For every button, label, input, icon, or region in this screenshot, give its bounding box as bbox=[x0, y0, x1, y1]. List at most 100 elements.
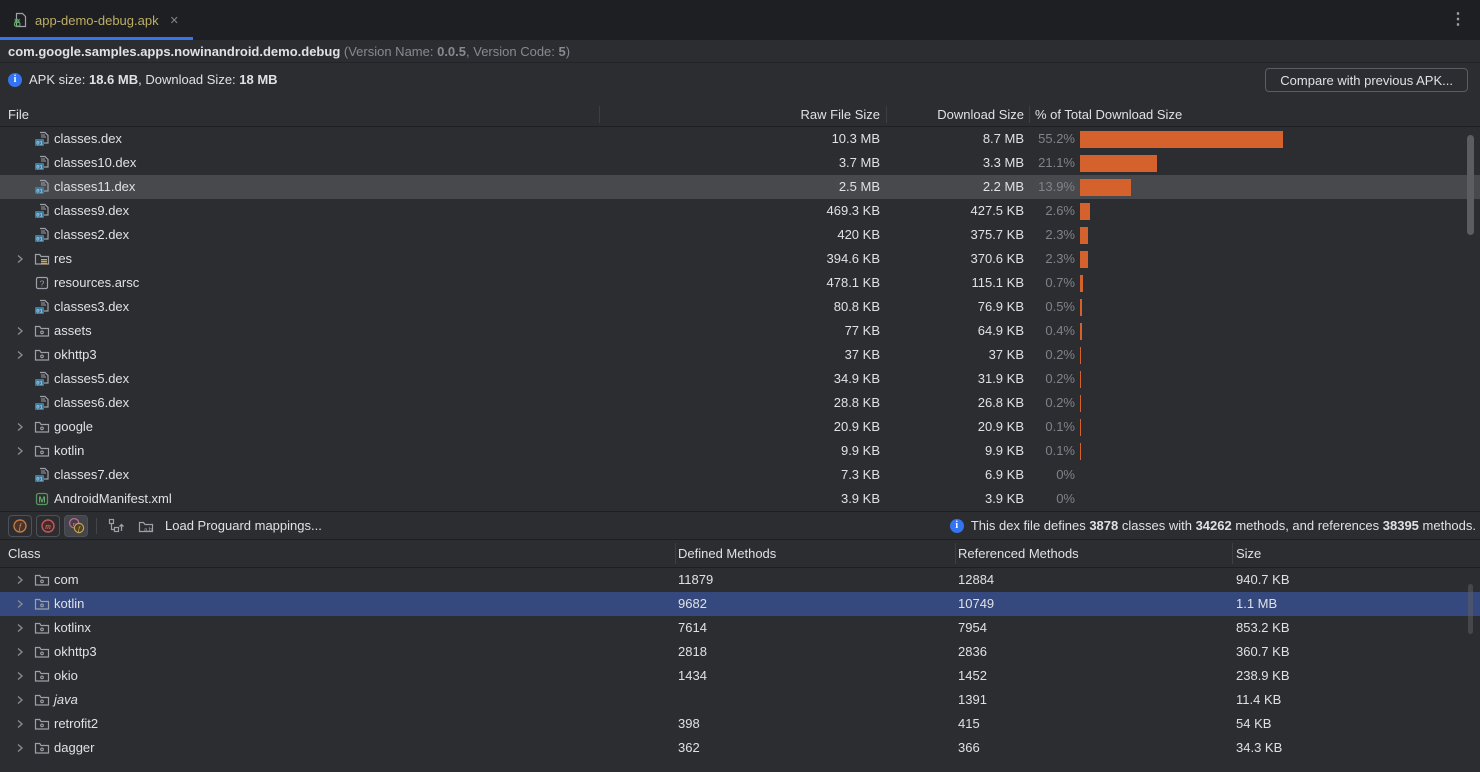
raw-file-size: 469.3 KB bbox=[826, 203, 881, 218]
show-references-filter-button[interactable]: r f bbox=[64, 514, 88, 537]
dex-info-text-part: methods, and references bbox=[1231, 518, 1383, 533]
show-methods-filter-button[interactable]: m bbox=[36, 514, 60, 537]
class-row[interactable]: kotlinx 7614 7954 853.2 KB bbox=[0, 616, 1480, 640]
chevron-right-icon[interactable] bbox=[12, 620, 28, 636]
file-row[interactable]: okhttp3 37 KB 37 KB 0.2% bbox=[0, 343, 1480, 367]
package-size: 940.7 KB bbox=[1236, 572, 1290, 587]
load-proguard-mappings-label[interactable]: Load Proguard mappings... bbox=[165, 518, 322, 533]
column-header-class[interactable]: Class bbox=[8, 546, 41, 561]
file-row[interactable]: 01 classes11.dex 2.5 MB 2.2 MB 13.9% bbox=[0, 175, 1480, 199]
package-folder-icon bbox=[34, 692, 50, 708]
download-pct: 0.7% bbox=[1045, 275, 1075, 290]
expand-tree-icon[interactable] bbox=[105, 515, 127, 537]
column-header-referenced-methods[interactable]: Referenced Methods bbox=[958, 546, 1079, 561]
file-row[interactable]: 01 classes10.dex 3.7 MB 3.3 MB 21.1% bbox=[0, 151, 1480, 175]
show-fields-filter-button[interactable]: f bbox=[8, 514, 32, 537]
file-table-body: 01 classes.dex 10.3 MB 8.7 MB 55.2% 01 classes… bbox=[0, 127, 1480, 511]
dex-icon: 01 bbox=[34, 155, 50, 171]
apk-size-label: APK size: bbox=[29, 72, 89, 87]
folder-icon bbox=[34, 443, 50, 459]
file-name: resources.arsc bbox=[54, 275, 140, 290]
column-header-size[interactable]: Size bbox=[1236, 546, 1262, 561]
class-row[interactable]: dagger 362 366 34.3 KB bbox=[0, 736, 1480, 760]
file-row[interactable]: 01 classes2.dex 420 KB 375.7 KB 2.3% bbox=[0, 223, 1480, 247]
chevron-right-icon[interactable] bbox=[12, 596, 28, 612]
download-size: 115.1 KB bbox=[971, 275, 1024, 290]
package-folder-icon bbox=[34, 644, 50, 660]
class-name-cell: okhttp3 bbox=[0, 640, 97, 664]
file-row[interactable]: google 20.9 KB 20.9 KB 0.1% bbox=[0, 415, 1480, 439]
package-folder-icon bbox=[34, 620, 50, 636]
column-divider bbox=[955, 543, 956, 564]
class-row[interactable]: okhttp3 2818 2836 360.7 KB bbox=[0, 640, 1480, 664]
chevron-right-icon[interactable] bbox=[12, 572, 28, 588]
file-row[interactable]: M AndroidManifest.xml 3.9 KB 3.9 KB 0% bbox=[0, 487, 1480, 511]
class-row[interactable]: okio 1434 1452 238.9 KB bbox=[0, 664, 1480, 688]
file-row[interactable]: kotlin 9.9 KB 9.9 KB 0.1% bbox=[0, 439, 1480, 463]
file-row[interactable]: res 394.6 KB 370.6 KB 2.3% bbox=[0, 247, 1480, 271]
class-row[interactable]: retrofit2 398 415 54 KB bbox=[0, 712, 1480, 736]
file-table-scrollbar-thumb[interactable] bbox=[1467, 135, 1474, 235]
column-header-raw-file-size[interactable]: Raw File Size bbox=[800, 107, 880, 122]
chevron-right-icon[interactable] bbox=[12, 251, 28, 267]
package-size: 238.9 KB bbox=[1236, 668, 1290, 683]
file-row[interactable]: 01 classes.dex 10.3 MB 8.7 MB 55.2% bbox=[0, 127, 1480, 151]
file-name-cell: 01 classes3.dex bbox=[0, 295, 129, 319]
svg-text:01: 01 bbox=[36, 211, 43, 218]
class-row[interactable]: com 11879 12884 940.7 KB bbox=[0, 568, 1480, 592]
class-row[interactable]: kotlin 9682 10749 1.1 MB bbox=[0, 592, 1480, 616]
chevron-right-icon[interactable] bbox=[12, 419, 28, 435]
download-pct-bar bbox=[1080, 371, 1081, 388]
download-pct: 2.3% bbox=[1045, 251, 1075, 266]
chevron-right-icon[interactable] bbox=[12, 668, 28, 684]
column-header-pct-of-total[interactable]: % of Total Download Size bbox=[1035, 107, 1183, 122]
class-row[interactable]: java 1391 11.4 KB bbox=[0, 688, 1480, 712]
compare-with-previous-apk-button[interactable]: Compare with previous APK... bbox=[1265, 68, 1468, 92]
info-icon: i bbox=[8, 72, 22, 87]
dex-info-number: 38395 bbox=[1382, 518, 1419, 533]
proguard-mappings-folder-icon[interactable]: a.b bbox=[135, 515, 157, 537]
raw-file-size: 77 KB bbox=[844, 323, 880, 338]
file-row[interactable]: 01 classes3.dex 80.8 KB 76.9 KB 0.5% bbox=[0, 295, 1480, 319]
download-size: 26.8 KB bbox=[977, 395, 1024, 410]
chevron-right-icon[interactable] bbox=[12, 692, 28, 708]
svg-text:01: 01 bbox=[36, 187, 43, 194]
chevron-right-icon[interactable] bbox=[12, 443, 28, 459]
class-name-cell: com bbox=[0, 568, 79, 592]
chevron-right-icon[interactable] bbox=[12, 716, 28, 732]
package-folder-icon bbox=[34, 596, 50, 612]
file-name-cell: 01 classes9.dex bbox=[0, 199, 129, 223]
file-row[interactable]: assets 77 KB 64.9 KB 0.4% bbox=[0, 319, 1480, 343]
tab-close-icon[interactable]: ✕ bbox=[169, 14, 179, 27]
column-divider bbox=[1029, 106, 1030, 123]
manifest-icon: M bbox=[34, 491, 50, 507]
file-row[interactable]: 01 classes6.dex 28.8 KB 26.8 KB 0.2% bbox=[0, 391, 1480, 415]
file-row[interactable]: ? resources.arsc 478.1 KB 115.1 KB 0.7% bbox=[0, 271, 1480, 295]
chevron-right-icon[interactable] bbox=[12, 347, 28, 363]
package-size: 360.7 KB bbox=[1236, 644, 1290, 659]
file-row[interactable]: 01 classes7.dex 7.3 KB 6.9 KB 0% bbox=[0, 463, 1480, 487]
column-header-download-size[interactable]: Download Size bbox=[937, 107, 1024, 122]
file-row[interactable]: 01 classes9.dex 469.3 KB 427.5 KB 2.6% bbox=[0, 199, 1480, 223]
dex-icon: 01 bbox=[34, 371, 50, 387]
class-table-scrollbar-thumb[interactable] bbox=[1468, 584, 1473, 634]
kebab-menu-icon[interactable]: ⋮ bbox=[1450, 11, 1466, 28]
defined-methods: 362 bbox=[678, 740, 700, 755]
file-row[interactable]: 01 classes5.dex 34.9 KB 31.9 KB 0.2% bbox=[0, 367, 1480, 391]
column-header-file[interactable]: File bbox=[8, 107, 29, 122]
chevron-right-icon[interactable] bbox=[12, 644, 28, 660]
download-size: 8.7 MB bbox=[982, 131, 1024, 146]
tab-apk-editor[interactable]: app-demo-debug.apk ✕ bbox=[0, 0, 193, 40]
dex-icon: 01 bbox=[34, 203, 50, 219]
download-pct-bar bbox=[1080, 251, 1089, 268]
column-header-defined-methods[interactable]: Defined Methods bbox=[678, 546, 777, 561]
chevron-right-icon[interactable] bbox=[12, 323, 28, 339]
download-pct: 0.1% bbox=[1045, 419, 1075, 434]
download-size: 37 KB bbox=[988, 347, 1024, 362]
column-divider bbox=[1232, 543, 1233, 564]
chevron-right-icon[interactable] bbox=[12, 740, 28, 756]
file-name: AndroidManifest.xml bbox=[54, 491, 172, 506]
dex-icon: 01 bbox=[34, 179, 50, 195]
raw-file-size: 28.8 KB bbox=[833, 395, 880, 410]
package-size: 34.3 KB bbox=[1236, 740, 1283, 755]
